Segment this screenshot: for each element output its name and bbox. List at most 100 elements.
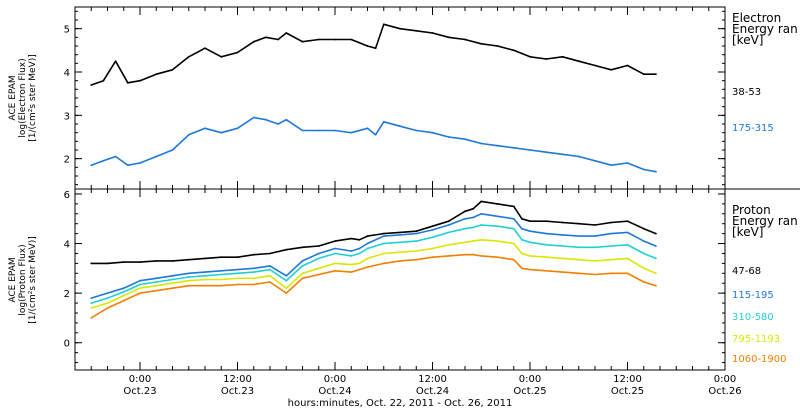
y-tick-label: 0: [64, 339, 70, 350]
y-axis-label-line: log(Electron Flux): [18, 58, 28, 137]
data-point: [106, 262, 109, 265]
data-point: [529, 55, 531, 58]
y-axis-label-line: log(Proton Flux): [18, 244, 28, 315]
data-point: [496, 240, 499, 243]
data-point: [642, 267, 645, 270]
data-point: [655, 245, 657, 247]
data-point: [334, 38, 336, 41]
data-point: [642, 252, 645, 255]
data-point: [358, 262, 361, 265]
data-point: [90, 302, 93, 304]
data-point: [642, 240, 645, 243]
data-point: [187, 272, 190, 275]
data-point: [350, 250, 353, 252]
data-point: [90, 307, 93, 309]
legend-title: Proton Energy ran [keV]: [732, 203, 798, 239]
data-point: [415, 250, 418, 252]
data-point: [431, 229, 434, 231]
data-point: [187, 284, 190, 287]
data-point: [577, 155, 580, 158]
data-point: [90, 297, 93, 299]
data-point: [204, 284, 206, 287]
data-point: [561, 257, 564, 260]
data-point: [285, 292, 288, 294]
legend-title-line: Energy ran: [732, 214, 798, 228]
data-point: [171, 260, 174, 262]
data-point: [90, 164, 93, 167]
data-point: [447, 36, 450, 39]
data-point: [447, 255, 450, 257]
data-point: [496, 203, 499, 205]
data-point: [204, 278, 206, 281]
y-axis-label-line: ACE EPAM: [8, 75, 18, 120]
data-point: [301, 246, 304, 249]
y-tick-label: 4: [64, 240, 70, 251]
legend-title-line: Electron: [732, 11, 781, 25]
data-point: [358, 252, 361, 255]
data-point: [301, 129, 304, 132]
data-point: [626, 257, 629, 260]
data-point: [122, 261, 125, 263]
legend-entry: 38-53: [732, 87, 761, 98]
data-point: [126, 81, 129, 84]
data-point: [301, 260, 304, 262]
y-axis-label-line: [1/(cm²s ster MeV)]: [28, 236, 38, 323]
data-point: [285, 274, 288, 277]
data-point: [561, 234, 564, 236]
data-point: [512, 258, 515, 261]
data-point: [265, 36, 267, 39]
data-point: [626, 243, 629, 246]
data-point: [610, 245, 613, 247]
data-point: [480, 142, 483, 145]
data-point: [139, 279, 141, 282]
x-tick-time: 0:00: [714, 374, 736, 385]
data-point: [252, 116, 255, 119]
data-point: [399, 27, 401, 30]
data-point: [480, 200, 483, 203]
legend-entry: 47-68: [732, 266, 761, 277]
data-point: [171, 68, 174, 71]
data-point: [521, 267, 523, 270]
data-point: [366, 45, 369, 47]
data-point: [626, 272, 629, 275]
data-point: [171, 278, 174, 281]
y-tick-label: 6: [64, 190, 70, 201]
data-point: [187, 258, 190, 261]
data-point: [431, 32, 434, 34]
data-point: [496, 256, 499, 259]
x-tick-date: Oct.25: [611, 386, 644, 397]
legend-entry: 795-1193: [732, 334, 780, 345]
data-point: [594, 246, 596, 249]
data-point: [464, 217, 466, 220]
data-point: [334, 247, 336, 250]
data-point: [545, 256, 548, 259]
data-point: [626, 162, 629, 164]
data-point: [90, 262, 93, 265]
data-point: [642, 168, 645, 171]
data-point: [139, 287, 141, 290]
data-point: [155, 289, 158, 292]
data-point: [521, 227, 523, 230]
data-point: [655, 232, 657, 235]
data-point: [496, 144, 499, 147]
data-point: [204, 47, 206, 50]
data-point: [187, 133, 190, 136]
legend-entry: 1060-1900: [732, 354, 787, 365]
data-point: [447, 220, 450, 223]
data-point: [464, 210, 466, 213]
x-tick-time: 0:00: [324, 374, 346, 385]
data-point: [90, 84, 93, 86]
data-point: [472, 207, 474, 210]
data-point: [431, 236, 434, 239]
data-point: [220, 284, 223, 287]
data-point: [317, 273, 320, 276]
data-point: [561, 245, 564, 247]
y-axis-label-line: [1/(cm²s ster MeV)]: [28, 54, 38, 141]
data-point: [252, 253, 255, 256]
data-point: [366, 257, 369, 260]
data-point: [252, 267, 255, 270]
data-point: [626, 231, 629, 234]
data-point: [529, 241, 531, 244]
data-point: [382, 252, 385, 255]
legend-entry: 115-195: [732, 290, 774, 301]
